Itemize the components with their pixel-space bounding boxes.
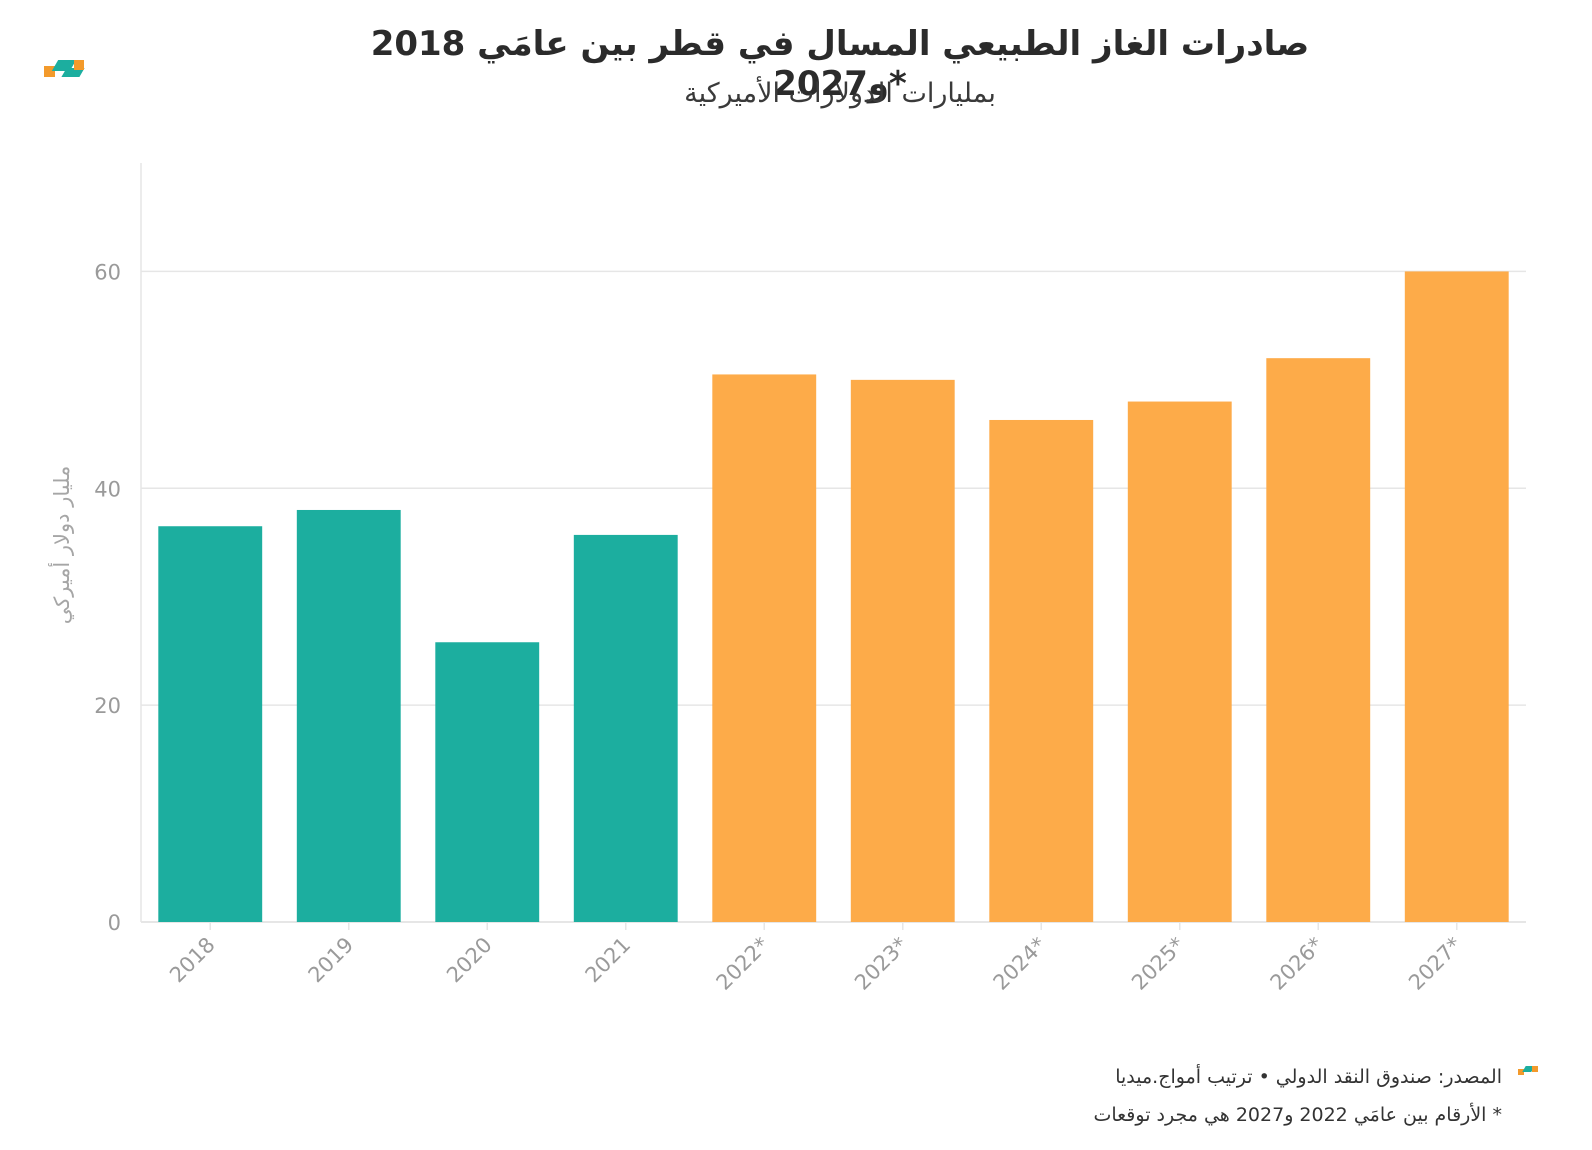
x-tick-label: 2024*	[989, 933, 1051, 995]
x-axis-ticks: 2018 2019 2020 2021 2022* 2023* 2024* 2025* 2026…	[165, 922, 1466, 995]
bars	[158, 271, 1509, 923]
bar-2019	[296, 509, 401, 922]
bar-2022	[712, 374, 817, 923]
y-axis-title: مليار دولار أميركي	[50, 465, 74, 625]
bar-2027	[1404, 271, 1509, 922]
x-tick-label: 2022*	[712, 933, 774, 995]
bar-2023	[850, 379, 955, 922]
x-tick-label: 2020	[442, 933, 497, 988]
bar-2021	[573, 534, 678, 922]
x-tick-label: 2026*	[1266, 933, 1328, 995]
y-axis-ticks: 0 20 40 60	[94, 260, 121, 935]
x-tick-label: 2025*	[1127, 933, 1189, 995]
bar-2018	[158, 526, 263, 922]
x-tick-label: 2019	[304, 933, 359, 988]
x-tick-label: 2018	[165, 933, 220, 988]
bar-2020	[435, 642, 540, 922]
chart-footer: المصدر: صندوق النقد الدولي • ترتيب أمواج…	[1093, 1058, 1502, 1134]
bar-2026	[1266, 358, 1371, 923]
brand-logo-icon	[44, 60, 85, 78]
x-tick-label: 2023*	[850, 933, 912, 995]
source-note: المصدر: صندوق النقد الدولي • ترتيب أمواج…	[1115, 1066, 1502, 1088]
y-tick-label: 40	[94, 477, 121, 501]
x-tick-label: 2021	[581, 933, 636, 988]
y-tick-label: 60	[94, 260, 121, 284]
y-tick-label: 0	[108, 911, 121, 935]
footer-brand-logo-icon	[1518, 1066, 1538, 1076]
bar-2024	[989, 419, 1094, 922]
forecast-note: * الأرقام بين عامَي 2022 و2027 هي مجرد ت…	[1093, 1104, 1502, 1126]
y-tick-label: 20	[94, 694, 121, 718]
x-tick-label: 2027*	[1404, 933, 1466, 995]
chart-subtitle: بمليارات الدولارات الأميركية	[684, 78, 996, 109]
chart-title: صادرات الغاز الطبيعي المسال في قطر بين ع…	[370, 24, 1310, 104]
bar-2025	[1127, 401, 1232, 922]
